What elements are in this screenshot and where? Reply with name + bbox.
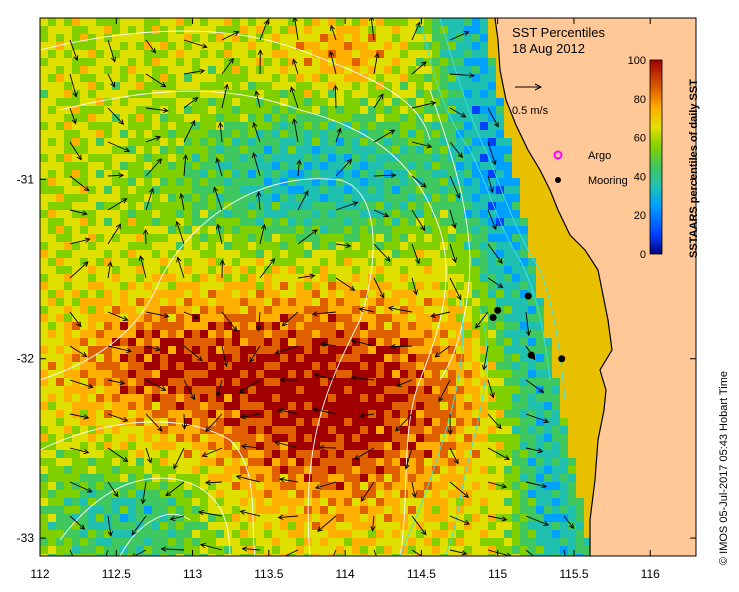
mooring-marker [494,306,502,314]
coastline [494,18,613,556]
y-axis: -31 -32 -33 [17,172,696,545]
land-area [495,18,696,556]
mooring-label: Mooring [588,175,628,187]
velocity-scale: 0.5 m/s [512,83,549,117]
argo-marker-icon [553,150,563,160]
colorbar-tick-label: 40 [634,171,646,183]
map-panel [40,18,696,556]
map-title: SST Percentiles [512,25,605,40]
mooring-marker-icon [555,177,561,183]
ssh-contours [40,30,471,556]
colorbar: 100 80 60 40 20 0 SSTAARS percentiles of dail… [628,55,700,261]
x-tick-label: 113 [183,567,202,581]
colorbar-tick-label: 0 [640,249,646,261]
y-tick-label: -31 [17,172,35,186]
colorbar-label: SSTAARS percentiles of daily SST [688,79,700,258]
x-tick-label: 114 [336,567,355,581]
x-tick-label: 116 [641,567,660,581]
y-tick-label: -32 [17,352,35,366]
x-tick-label: 113.5 [254,567,283,581]
mooring-markers [489,292,566,363]
scale-arrow-head [534,83,543,91]
scale-label: 0.5 m/s [512,105,549,117]
mooring-marker [524,292,532,300]
mooring-marker [489,313,497,321]
current-vectors [69,18,575,556]
x-tick-label: 112 [30,567,49,581]
credit-text: © IMOS 05-Jul-2017 05:43 Hobart Time [718,371,730,565]
argo-label: Argo [588,150,611,162]
x-tick-label: 112.5 [102,567,131,581]
colorbar-tick-label: 60 [634,133,646,145]
x-tick-label: 115 [488,567,507,581]
colorbar-tick-label: 100 [628,55,646,67]
colorbar-tick-label: 80 [634,94,646,106]
x-axis: 112 112.5 113 113.5 114 114.5 115 115.5 116 [30,18,660,581]
map-date: 18 Aug 2012 [512,41,585,56]
map-frame [39,17,697,557]
x-tick-label: 115.5 [559,567,588,581]
y-tick-label: -33 [17,531,35,545]
colorbar-gradient [649,59,663,255]
sst-percentile-field [40,18,592,556]
mooring-marker [558,355,566,363]
colorbar-ticks: 100 80 60 40 20 0 [628,55,646,261]
mooring-marker [527,351,535,359]
marker-legend: Argo Mooring [553,150,628,187]
x-tick-label: 114.5 [407,567,436,581]
colorbar-tick-label: 20 [634,210,646,222]
